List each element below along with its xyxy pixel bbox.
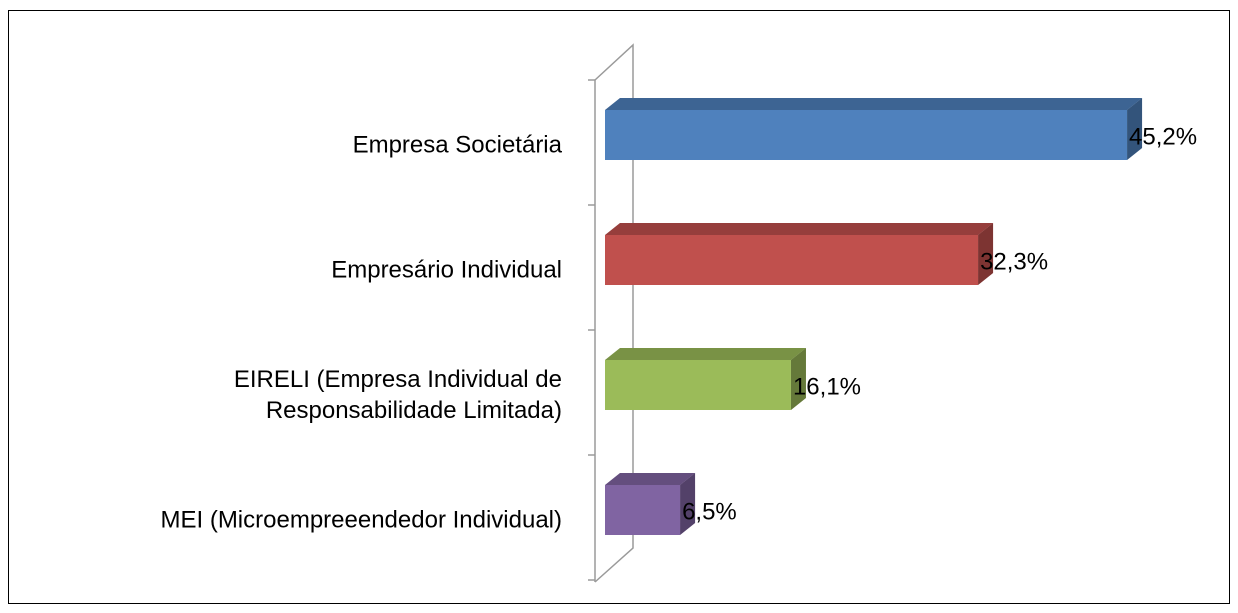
bar-side <box>680 473 696 535</box>
category-label: Empresário Individual <box>331 256 562 284</box>
bar <box>605 110 1128 160</box>
bar-top-shade <box>605 348 806 360</box>
chart-frame <box>8 10 1230 604</box>
category-label: MEI (Microempreeendedor Individual) <box>160 506 562 534</box>
bar-top-shade <box>605 223 994 235</box>
bar-side <box>978 223 994 285</box>
bar <box>605 485 681 535</box>
bar-side-shade <box>790 348 806 410</box>
bar-side-shade <box>1127 98 1143 160</box>
bar-top-shade <box>605 98 1143 110</box>
bar-top <box>605 98 1143 110</box>
value-label: 6,5% <box>682 498 737 525</box>
bar-side <box>1127 98 1143 160</box>
bar-top-shade <box>605 473 696 485</box>
category-label: EIRELI (Empresa Individual de Responsabi… <box>233 366 562 424</box>
bar-side-shade <box>978 223 994 285</box>
bar-top <box>605 473 696 485</box>
value-label: 45,2% <box>1129 123 1197 150</box>
bar-side-shade <box>680 473 696 535</box>
bar <box>605 235 979 285</box>
category-label: Empresa Societária <box>352 131 562 159</box>
bar-side <box>790 348 806 410</box>
bar <box>605 360 791 410</box>
bar-top <box>605 223 994 235</box>
value-label: 32,3% <box>980 248 1048 275</box>
axis-wall <box>594 43 634 583</box>
bar-top <box>605 348 806 360</box>
value-label: 16,1% <box>793 373 861 400</box>
